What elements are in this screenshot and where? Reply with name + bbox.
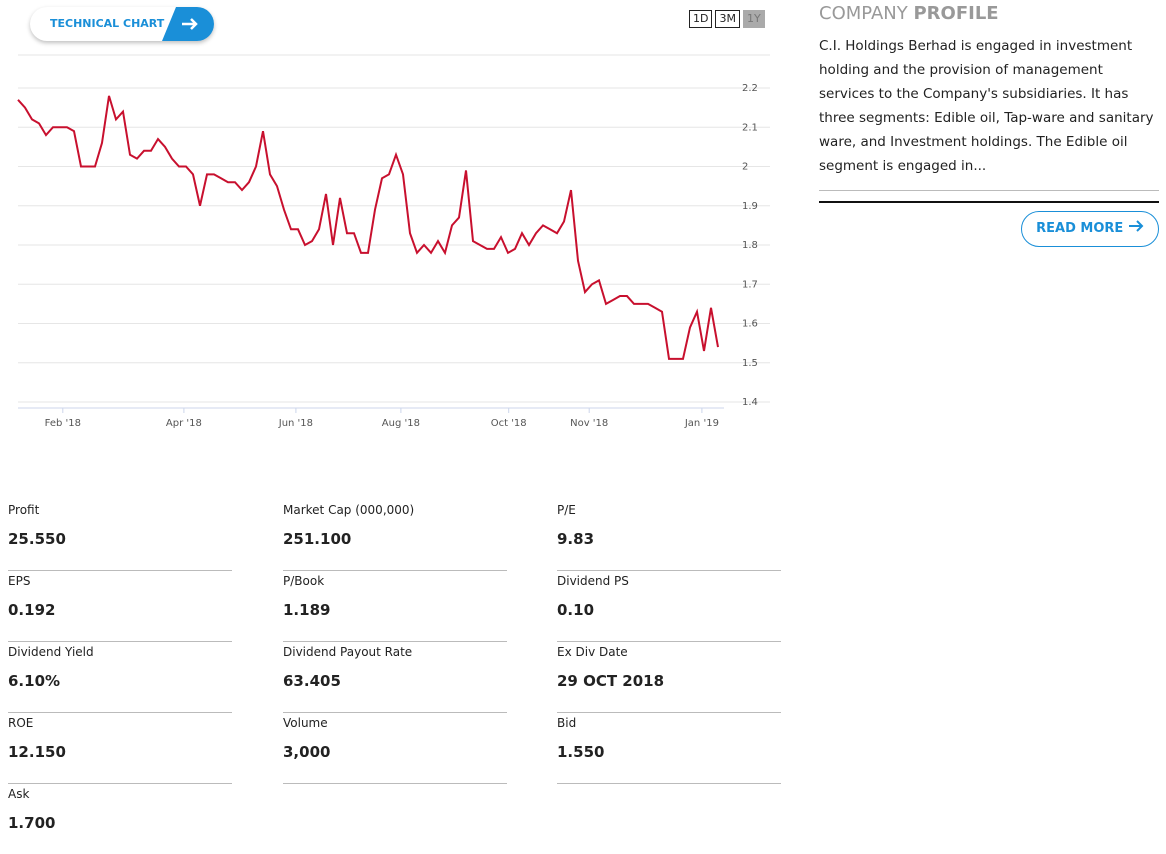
stat-value: 251.100 [283,530,352,548]
stat-label: Volume [283,716,328,730]
arrow-icon [1128,220,1144,232]
profile-title: COMPANY PROFILE [819,3,1159,24]
stat-item: Dividend Yield 6.10% [8,642,232,713]
technical-chart-button[interactable]: TECHNICAL CHART [30,7,214,41]
y-tick-label: 2.1 [742,122,758,133]
stat-item: Dividend PS 0.10 [557,571,781,642]
stat-label: EPS [8,574,31,588]
price-line [17,95,719,360]
range-button[interactable]: 1Y [742,10,765,28]
stat-value: 0.10 [557,601,595,619]
stat-label: P/Book [283,574,325,588]
x-tick-label: Jan '19 [684,418,719,429]
range-button[interactable]: 1D [689,10,713,28]
stat-item: EPS 0.192 [8,571,232,642]
arrow-icon [162,7,214,41]
x-tick-label: Jun '18 [278,418,313,429]
stat-label: Dividend PS [557,574,629,588]
stat-label: Dividend Payout Rate [283,645,413,659]
x-tick-label: Aug '18 [382,418,420,429]
stat-value: 12.150 [8,743,66,761]
read-more-button[interactable]: READ MORE [1021,211,1159,247]
stat-item: Ex Div Date 29 OCT 2018 [557,642,781,713]
stat-value: 0.192 [8,601,56,619]
stat-item: Dividend Payout Rate 63.405 [283,642,507,713]
stat-value: 63.405 [283,672,341,690]
x-tick-label: Feb '18 [45,418,81,429]
y-tick-label: 1.7 [742,279,758,290]
stat-value: 29 OCT 2018 [557,672,665,690]
stat-label: Dividend Yield [8,645,94,659]
stat-value: 3,000 [283,743,331,761]
stat-label: ROE [8,716,34,730]
stat-value: 1.189 [283,601,331,619]
stat-label: Ask [8,787,30,801]
stat-item: Ask 1.700 [8,784,232,854]
stat-label: P/E [557,503,576,517]
y-tick-label: 1.6 [742,319,758,330]
stat-label: Market Cap (000,000) [283,503,415,517]
y-tick-label: 1.5 [742,358,758,369]
company-profile: COMPANY PROFILE C.I. Holdings Berhad is … [819,3,1159,203]
stat-item: Market Cap (000,000) 251.100 [283,500,507,571]
stat-label: Ex Div Date [557,645,628,659]
y-tick-label: 1.8 [742,240,758,251]
stat-item: Profit 25.550 [8,500,232,571]
range-buttons: 1D 3M 1Y [689,10,765,28]
stat-item: Bid 1.550 [557,713,781,784]
x-tick-label: Nov '18 [570,418,608,429]
stat-item: Volume 3,000 [283,713,507,784]
profile-text: C.I. Holdings Berhad is engaged in inves… [819,38,1154,174]
stat-value: 1.700 [8,814,56,832]
stat-value: 6.10% [8,672,61,690]
stat-item: P/E 9.83 [557,500,781,571]
stat-item: P/Book 1.189 [283,571,507,642]
stat-value: 9.83 [557,530,595,548]
y-tick-label: 2 [742,162,748,173]
read-more-label: READ MORE [1036,221,1124,236]
x-tick-label: Oct '18 [491,418,527,429]
button-label: TECHNICAL CHART [50,17,165,30]
range-button[interactable]: 3M [715,10,740,28]
y-tick-label: 1.9 [742,201,758,212]
x-tick-label: Apr '18 [166,418,202,429]
stat-value: 25.550 [8,530,66,548]
y-tick-label: 2.2 [742,83,758,94]
stat-item: ROE 12.150 [8,713,232,784]
title-light: COMPANY [819,3,908,24]
stat-label: Bid [557,716,577,730]
title-bold: PROFILE [913,3,999,24]
stat-label: Profit [8,503,40,517]
price-chart: 1.4 1.5 1.6 1.7 1.8 1.9 2 2.1 2.2 Feb '18 Apr '18 J… [17,54,770,429]
stat-value: 1.550 [557,743,605,761]
y-tick-label: 1.4 [742,397,758,408]
divider [819,190,1159,203]
